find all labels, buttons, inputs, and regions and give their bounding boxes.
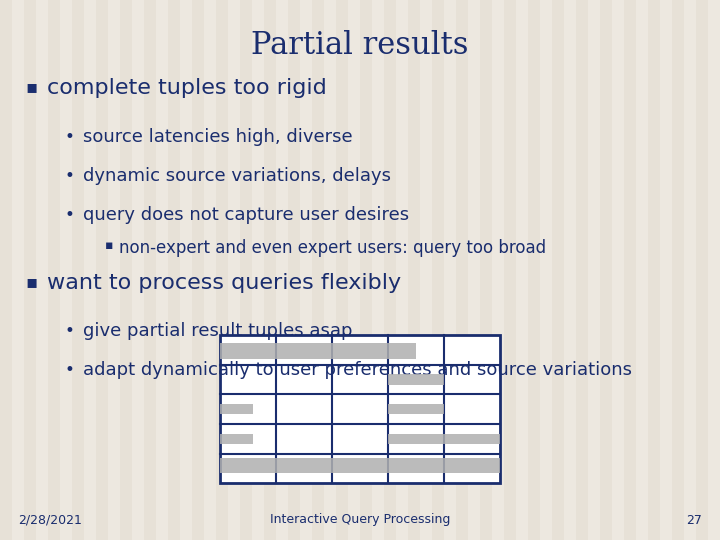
Bar <box>220 343 416 359</box>
Text: ▪: ▪ <box>104 239 113 252</box>
Bar <box>456 0 468 540</box>
Bar <box>220 335 500 483</box>
Bar <box>696 0 708 540</box>
Text: want to process queries flexibly: want to process queries flexibly <box>47 273 401 293</box>
Text: query does not capture user desires: query does not capture user desires <box>83 206 409 224</box>
Bar <box>388 404 444 414</box>
Text: •: • <box>65 167 75 185</box>
Bar <box>432 0 444 540</box>
Text: complete tuples too rigid: complete tuples too rigid <box>47 78 327 98</box>
Bar <box>480 0 492 540</box>
Bar <box>528 0 540 540</box>
Text: •: • <box>65 206 75 224</box>
Bar <box>48 0 60 540</box>
Bar <box>0 0 12 540</box>
Bar <box>388 434 500 444</box>
Bar <box>192 0 204 540</box>
Bar <box>288 0 300 540</box>
Text: •: • <box>65 361 75 379</box>
Bar <box>360 0 372 540</box>
Bar <box>144 0 156 540</box>
Bar <box>220 404 253 414</box>
Bar <box>384 0 396 540</box>
Bar <box>216 0 228 540</box>
Bar <box>672 0 684 540</box>
Bar <box>264 0 276 540</box>
Bar <box>240 0 252 540</box>
Text: •: • <box>65 322 75 340</box>
Bar <box>552 0 564 540</box>
Text: ▪: ▪ <box>25 273 37 291</box>
Bar <box>576 0 588 540</box>
Bar <box>72 0 84 540</box>
Text: 2/28/2021: 2/28/2021 <box>18 514 82 526</box>
Text: give partial result tuples asap: give partial result tuples asap <box>83 322 352 340</box>
Bar <box>504 0 516 540</box>
Text: Interactive Query Processing: Interactive Query Processing <box>270 514 450 526</box>
Bar <box>408 0 420 540</box>
Bar <box>312 0 324 540</box>
Text: ▪: ▪ <box>25 78 37 96</box>
Bar <box>168 0 180 540</box>
Bar <box>648 0 660 540</box>
Text: adapt dynamically to user preferences and source variations: adapt dynamically to user preferences an… <box>83 361 632 379</box>
Bar <box>600 0 612 540</box>
Bar <box>220 458 500 473</box>
Text: source latencies high, diverse: source latencies high, diverse <box>83 128 352 146</box>
Bar <box>24 0 36 540</box>
Text: •: • <box>65 128 75 146</box>
Bar <box>120 0 132 540</box>
Bar <box>388 374 444 384</box>
Text: 27: 27 <box>686 514 702 526</box>
Bar <box>220 434 253 444</box>
Text: non-expert and even expert users: query too broad: non-expert and even expert users: query … <box>119 239 546 257</box>
Bar <box>336 0 348 540</box>
Text: dynamic source variations, delays: dynamic source variations, delays <box>83 167 391 185</box>
Bar <box>624 0 636 540</box>
Bar <box>96 0 108 540</box>
Text: Partial results: Partial results <box>251 30 469 60</box>
